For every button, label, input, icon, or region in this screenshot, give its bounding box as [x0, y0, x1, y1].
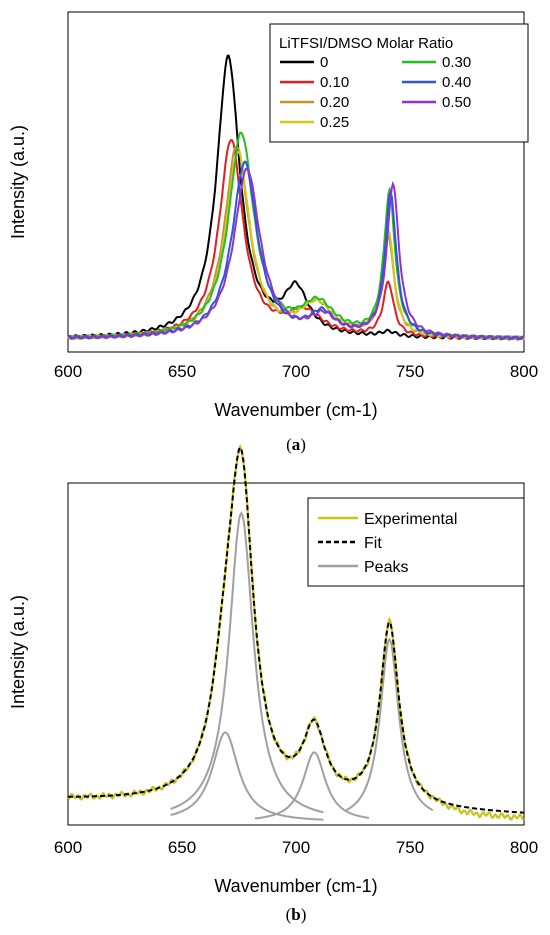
x-tick-label: 800	[510, 362, 538, 381]
caption-b: (b)	[286, 905, 307, 924]
legend-label: 0.10	[320, 74, 349, 91]
legend-label: 0.40	[442, 74, 471, 91]
series-line-fit	[68, 445, 525, 814]
x-tick-label: 800	[510, 838, 538, 857]
peak-component-3	[254, 751, 370, 820]
plot-area-a	[67, 11, 525, 353]
x-tick-label: 600	[54, 362, 82, 381]
x-tick-label: 600	[54, 838, 82, 857]
peak-component-2	[170, 511, 324, 814]
legend-label: 0.30	[442, 54, 471, 71]
y-axis-label-a: Intensity (a.u.)	[8, 125, 28, 239]
x-axis-label-a: Wavenumber (cm-1)	[214, 400, 377, 420]
series-line-experimental	[67, 443, 525, 821]
y-axis-label-b: Intensity (a.u.)	[8, 595, 28, 709]
series-line-0-20	[67, 145, 525, 341]
series-line-0-30	[67, 131, 525, 340]
legend-label: 0.20	[320, 94, 349, 111]
legend-label: 0	[320, 54, 328, 71]
series-group-a	[67, 54, 525, 341]
series-group-b	[67, 443, 525, 821]
x-tick-labels-b: 600 650 700 750 800	[54, 838, 538, 857]
series-line-0-25	[67, 151, 525, 341]
series-line-0-50	[67, 167, 525, 341]
x-tick-label: 700	[282, 838, 310, 857]
x-tick-label: 700	[282, 362, 310, 381]
legend-label-experimental: Experimental	[364, 511, 457, 528]
legend-label-fit: Fit	[364, 535, 382, 552]
legend-label-peaks: Peaks	[364, 559, 408, 576]
series-line-0-10	[67, 138, 525, 341]
legend-title-a: LiTFSI/DMSO Molar Ratio	[279, 35, 453, 52]
legend-entries-b: Experimental Fit Peaks	[318, 511, 457, 576]
x-tick-label: 750	[396, 838, 424, 857]
x-tick-label: 650	[168, 362, 196, 381]
caption-a: (a)	[286, 435, 306, 454]
legend-label: 0.25	[320, 114, 349, 131]
x-axis-label-b: Wavenumber (cm-1)	[214, 876, 377, 896]
legend-entries-a: 0 0.10 0.20 0.25 0.30 0.40 0.50	[280, 54, 471, 131]
x-tick-label: 750	[396, 362, 424, 381]
peak-component-4	[345, 637, 434, 812]
x-tick-labels-a: 600 650 700 750 800	[54, 362, 538, 381]
x-tick-label: 650	[168, 838, 196, 857]
legend-label: 0.50	[442, 94, 471, 111]
plot-area-b	[67, 482, 525, 826]
peak-component-1	[170, 731, 324, 821]
